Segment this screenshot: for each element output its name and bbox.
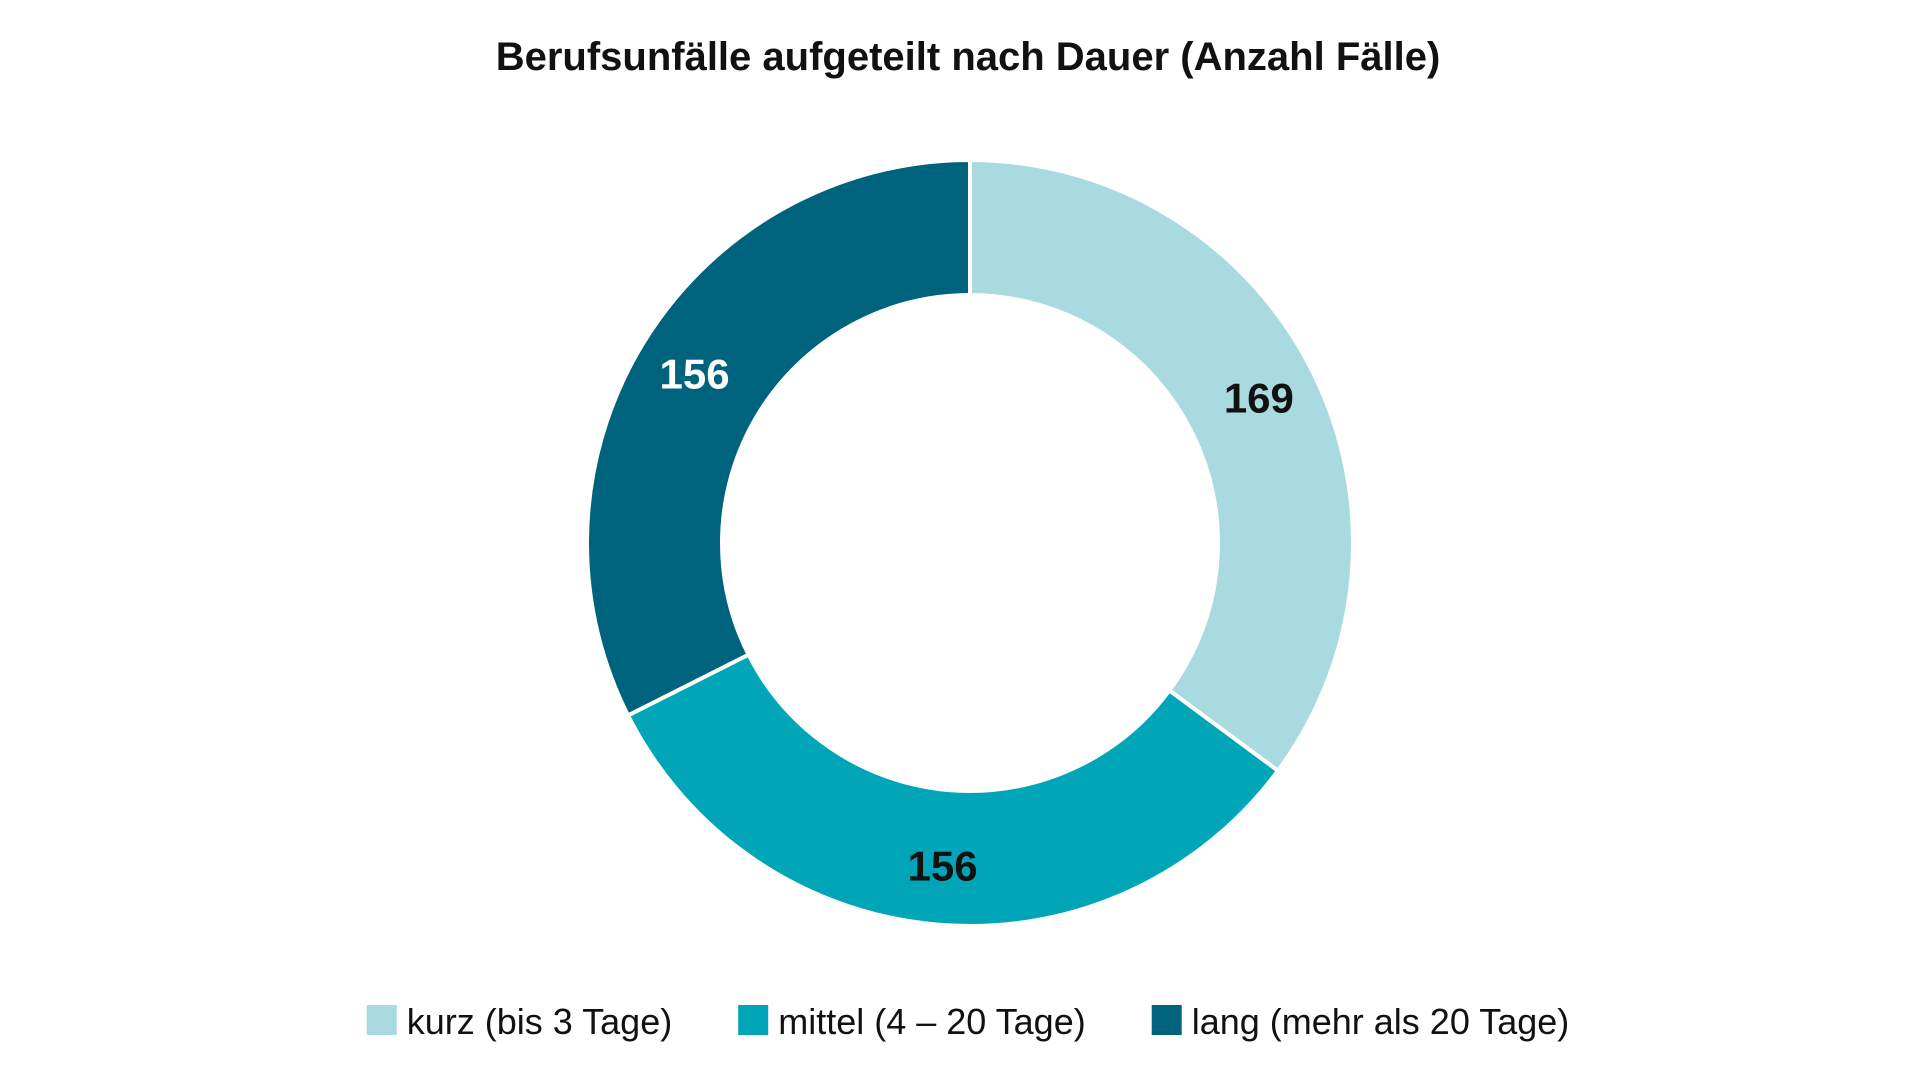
legend-label-1: mittel (4 – 20 Tage) bbox=[778, 1001, 1086, 1042]
legend: kurz (bis 3 Tage) mittel (4 – 20 Tage) lan… bbox=[366, 1001, 1570, 1042]
legend-label-0: kurz (bis 3 Tage) bbox=[407, 1001, 672, 1042]
donut-slice-0 bbox=[968, 157, 1355, 774]
legend-item-0: kurz (bis 3 Tage) bbox=[366, 1001, 672, 1042]
donut bbox=[585, 157, 1355, 928]
legend-swatch-0 bbox=[366, 1005, 397, 1035]
legend-swatch-1 bbox=[738, 1005, 769, 1035]
slice-value-label-0: 169 bbox=[1224, 374, 1294, 421]
slice-labels: 169 156 156 bbox=[659, 350, 1293, 889]
legend-label-2: lang (mehr als 20 Tage) bbox=[1192, 1001, 1570, 1042]
chart-title: Berufsunfälle aufgeteilt nach Dauer (Anz… bbox=[496, 35, 1441, 79]
slice-value-label-1: 156 bbox=[908, 842, 978, 889]
legend-item-2: lang (mehr als 20 Tage) bbox=[1151, 1001, 1570, 1042]
legend-swatch-2 bbox=[1151, 1005, 1182, 1035]
slice-value-label-2: 156 bbox=[659, 350, 729, 397]
legend-item-1: mittel (4 – 20 Tage) bbox=[738, 1001, 1086, 1042]
donut-slice-1 bbox=[625, 651, 1281, 928]
donut-slice-2 bbox=[585, 157, 972, 719]
